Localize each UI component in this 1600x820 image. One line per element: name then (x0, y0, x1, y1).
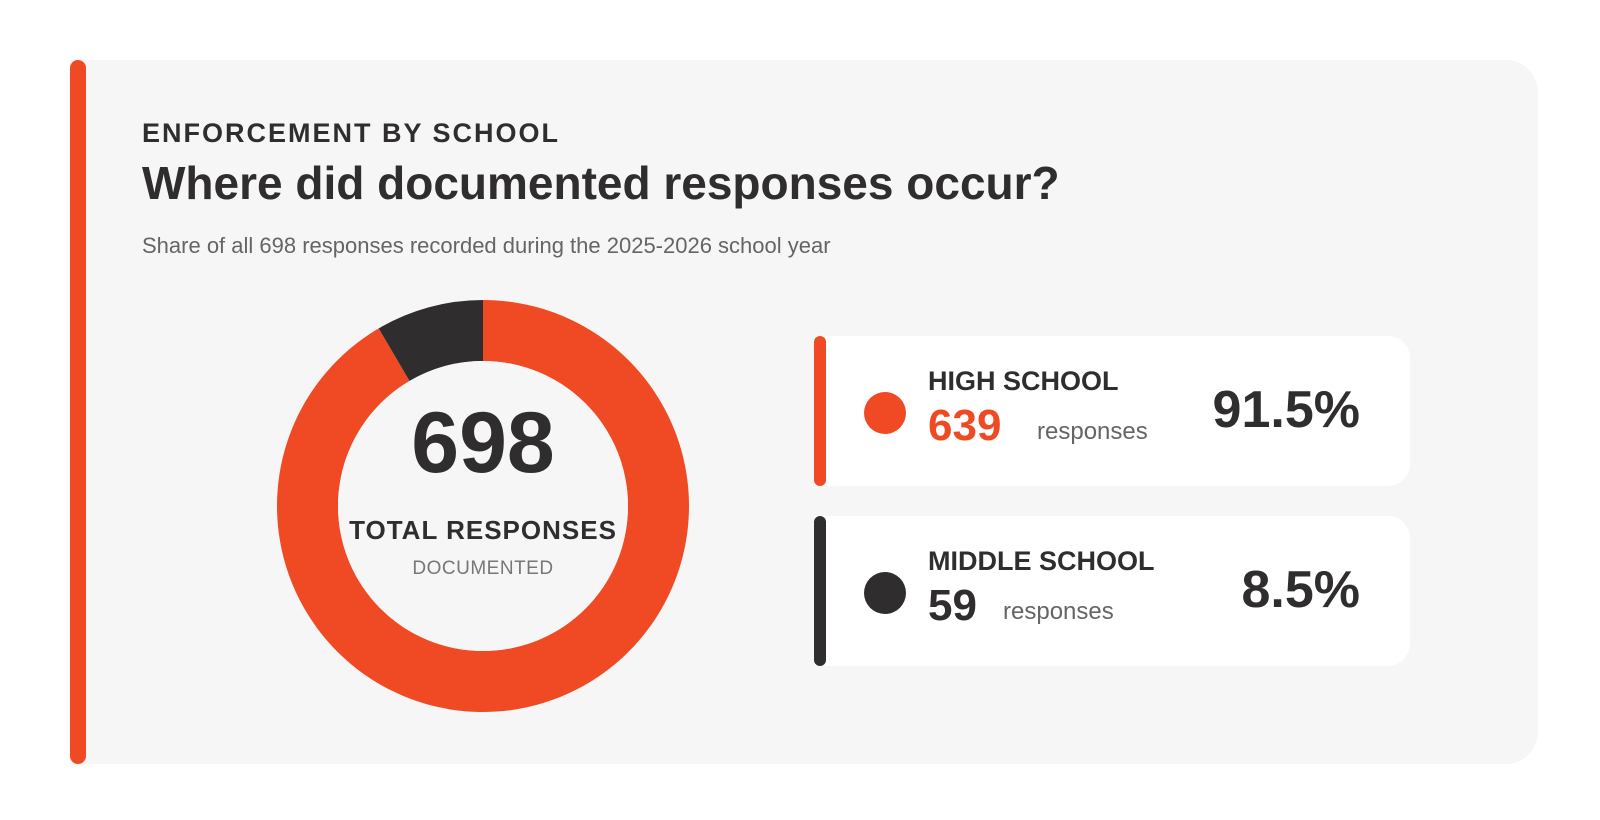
legend-unit-high-school: responses (1037, 418, 1148, 445)
chart-title: Where did documented responses occur? (142, 157, 1060, 209)
legend-name-middle-school: MIDDLE SCHOOL (928, 546, 1155, 576)
donut-hole (338, 361, 628, 651)
legend-pct-middle-school: 8.5% (1241, 561, 1360, 619)
donut-center-total: 698 (411, 395, 555, 491)
legend-count-high-school: 639 (928, 401, 1002, 450)
eyebrow-label: ENFORCEMENT BY SCHOOL (142, 118, 561, 148)
legend-name-high-school: HIGH SCHOOL (928, 366, 1119, 396)
chart-subtitle: Share of all 698 responses recorded duri… (142, 233, 831, 258)
donut-center-label: TOTAL RESPONSES (349, 515, 617, 545)
legend-count-middle-school: 59 (928, 581, 977, 630)
legend-bar-middle-school (814, 516, 826, 666)
legend-dot-middle-school (864, 572, 906, 614)
donut-slice-middle-school (378, 300, 483, 381)
donut-slice-high-school (277, 300, 689, 712)
legend-bar-high-school (814, 336, 826, 486)
legend-dot-high-school (864, 392, 906, 434)
legend-pct-high-school: 91.5% (1212, 381, 1360, 439)
donut-center-sublabel: DOCUMENTED (412, 558, 554, 579)
legend-card-middle-school (814, 516, 1410, 666)
donut-chart (277, 300, 689, 712)
legend-unit-middle-school: responses (1003, 598, 1114, 625)
legend-card-high-school (814, 336, 1410, 486)
card-accent-bar (70, 60, 86, 764)
